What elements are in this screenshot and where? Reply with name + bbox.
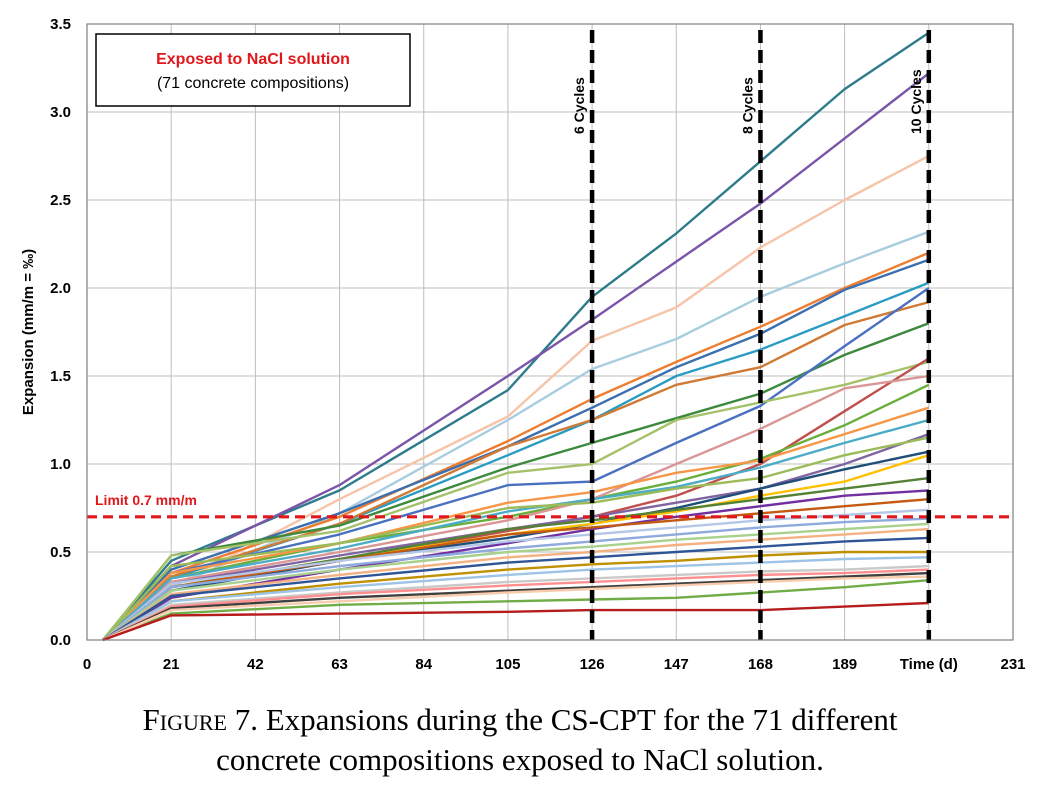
series-line (102, 601, 929, 642)
data-series-group (102, 31, 930, 642)
legend-title: Exposed to NaCl solution (156, 51, 350, 68)
x-tick-label: 147 (664, 656, 689, 673)
series-line (102, 522, 929, 641)
y-tick-label: 3.5 (50, 16, 71, 33)
y-tick-label: 1.0 (50, 456, 71, 473)
limit-label: Limit 0.7 mm/m (95, 492, 197, 508)
series-line (102, 556, 929, 642)
cycle-marker-label: 10 Cycles (908, 69, 924, 134)
y-tick-label: 0.5 (50, 544, 71, 561)
limit-line-group: Limit 0.7 mm/m (87, 492, 1013, 519)
y-tick-label: 2.5 (50, 192, 71, 209)
x-tick-label: 126 (580, 656, 605, 673)
x-tick-label: 84 (415, 656, 432, 673)
legend-box: Exposed to NaCl solution (71 concrete co… (95, 33, 411, 107)
legend-subtitle: (71 concrete compositions) (157, 75, 349, 92)
figure-caption: Figure 7. Expansions during the CS-CPT f… (0, 700, 1040, 780)
y-axis-label: Expansion (mm/m = ‰) (20, 249, 37, 415)
x-tick-label: 63 (331, 656, 348, 673)
x-tick-label: 189 (832, 656, 857, 673)
y-tick-label: 2.0 (50, 280, 71, 297)
figure-label: Figure 7. (142, 702, 258, 737)
x-tick-label: 0 (83, 656, 91, 673)
x-tick-label: 105 (495, 656, 520, 673)
caption-line-2: concrete compositions exposed to NaCl so… (216, 742, 824, 777)
cycle-markers: 6 Cycles 8 Cycles 10 Cycles (571, 30, 932, 640)
y-tick-label: 0.0 (50, 632, 71, 649)
series-line (102, 360, 930, 641)
x-tick-label: 42 (247, 656, 264, 673)
series-line (102, 575, 929, 642)
caption-line-1: Expansions during the CS-CPT for the 71 … (265, 702, 898, 737)
series-line (102, 258, 930, 641)
cycle-marker-label: 6 Cycles (571, 77, 587, 134)
series-line (102, 571, 929, 642)
expansion-chart: Limit 0.7 mm/m 6 Cycles 8 Cycles 10 Cycles… (20, 16, 1026, 673)
x-tick-label: 168 (748, 656, 773, 673)
cycle-marker-label: 8 Cycles (739, 77, 755, 134)
series-line (102, 281, 930, 641)
chart-axes: 0 21 42 63 84 105 126 147 168 189 Time (d) 231 0.0 0.… (50, 16, 1025, 673)
y-tick-label: 3.0 (50, 104, 71, 121)
x-tick-label: 231 (1000, 656, 1025, 673)
series-line (102, 489, 929, 642)
x-tick-label: 21 (163, 656, 180, 673)
x-tick-label: Time (d) (900, 656, 958, 673)
y-tick-label: 1.5 (50, 368, 71, 385)
plot-frame (86, 23, 1014, 641)
series-line (102, 498, 929, 641)
